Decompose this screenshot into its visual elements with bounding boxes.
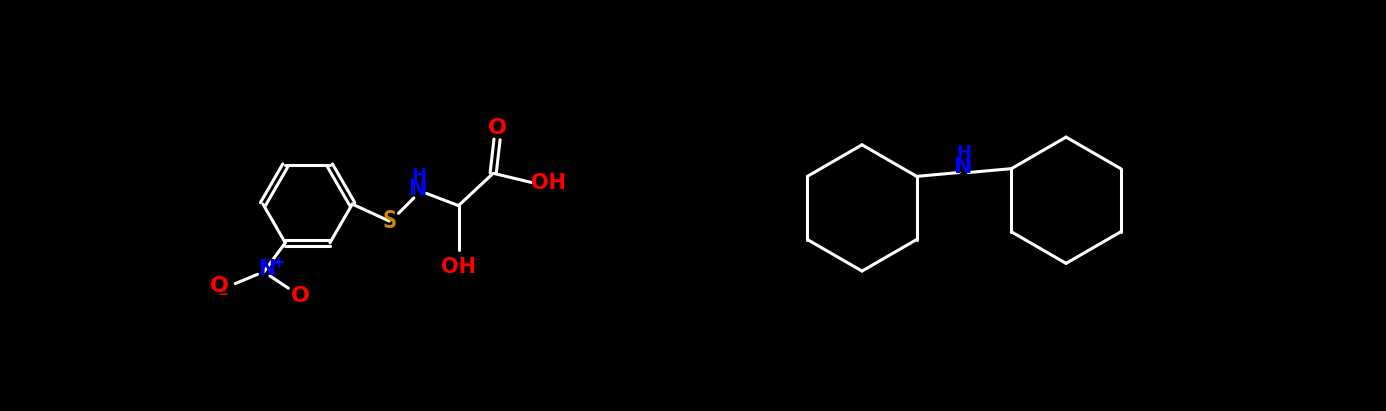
Text: O: O xyxy=(291,286,310,306)
Text: OH: OH xyxy=(531,173,565,192)
Text: H: H xyxy=(412,166,426,185)
Text: +: + xyxy=(272,254,286,272)
Text: O: O xyxy=(211,276,229,296)
Text: N: N xyxy=(409,179,428,199)
Text: S: S xyxy=(383,209,396,233)
Text: N: N xyxy=(955,157,973,177)
Text: OH: OH xyxy=(441,257,475,277)
Text: N: N xyxy=(258,259,276,279)
Text: ⁻: ⁻ xyxy=(218,289,229,309)
Text: O: O xyxy=(488,118,506,138)
Text: H: H xyxy=(956,144,972,162)
